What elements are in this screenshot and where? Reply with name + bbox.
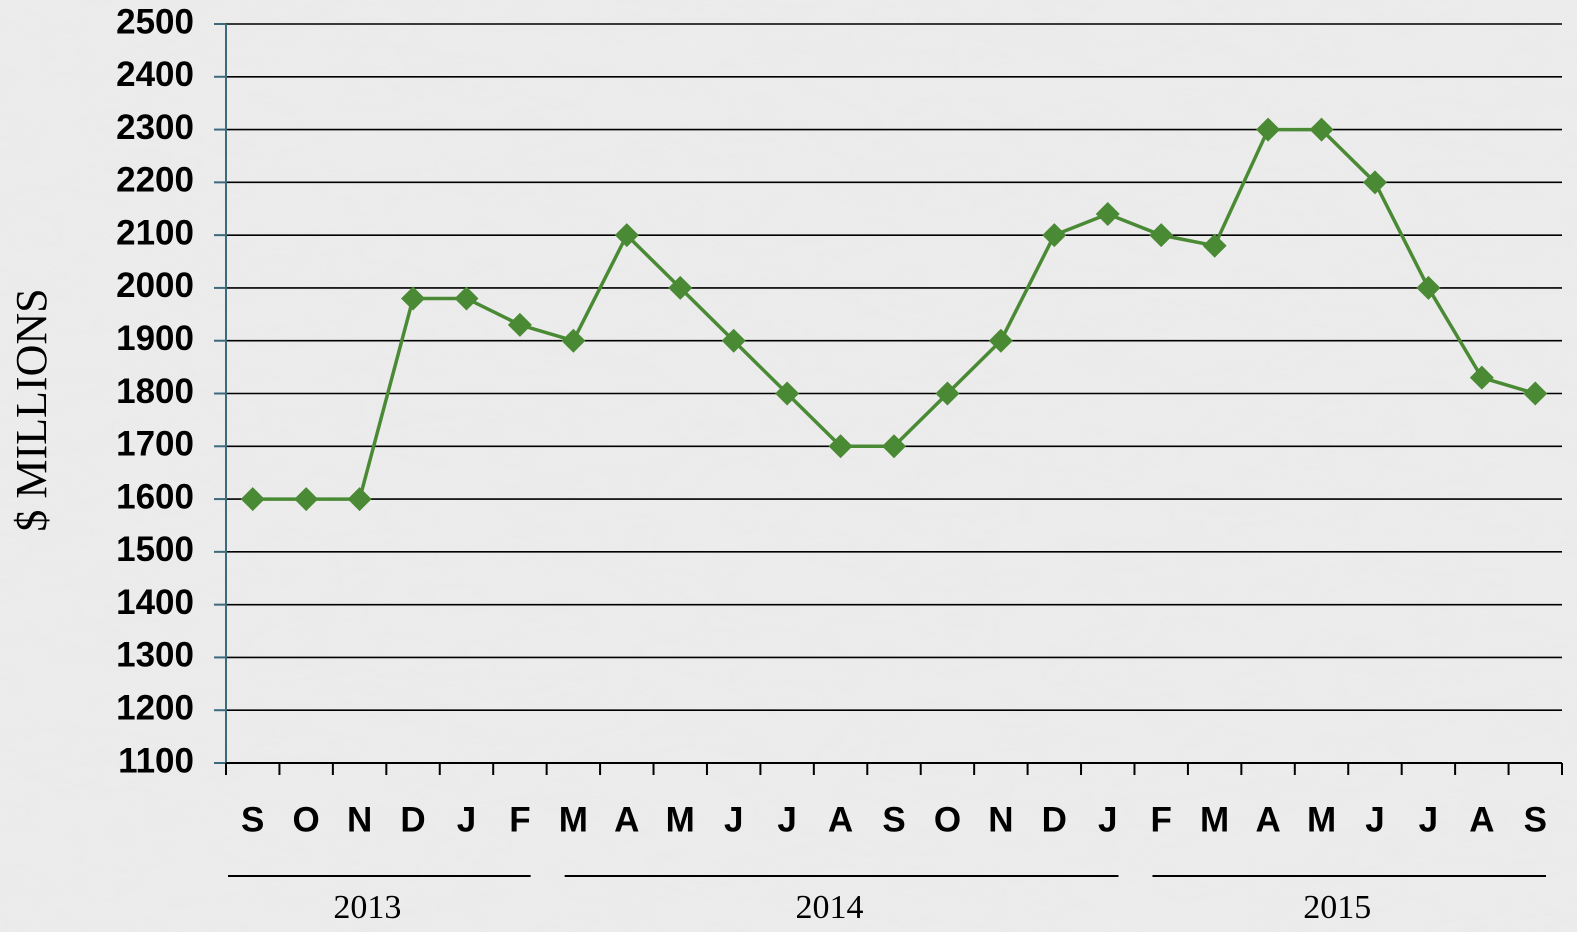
y-tick-label: 2500 xyxy=(116,2,194,41)
marker xyxy=(401,286,426,311)
x-tick-label: J xyxy=(777,800,796,839)
marker xyxy=(240,487,265,512)
x-tick-label: D xyxy=(1042,800,1067,839)
x-tick-label: S xyxy=(241,800,264,839)
marker xyxy=(1469,365,1494,390)
marker xyxy=(828,434,853,459)
x-tick-label: F xyxy=(509,800,530,839)
x-tick-label: A xyxy=(1255,800,1280,839)
x-tick-label: J xyxy=(1419,800,1438,839)
x-tick-label: S xyxy=(882,800,905,839)
year-label: 2013 xyxy=(333,889,401,926)
marker xyxy=(1416,275,1441,300)
marker xyxy=(507,312,532,337)
x-tick-label: J xyxy=(457,800,476,839)
x-tick-label: A xyxy=(614,800,639,839)
marker xyxy=(294,487,319,512)
x-tick-label: D xyxy=(400,800,425,839)
marker xyxy=(935,381,960,406)
x-tick-label: M xyxy=(666,800,695,839)
y-tick-label: 2200 xyxy=(116,161,194,200)
x-tick-label: A xyxy=(828,800,853,839)
y-tick-label: 1700 xyxy=(116,425,194,464)
y-tick-label: 2000 xyxy=(116,266,194,305)
marker xyxy=(882,434,906,459)
y-tick-label: 1300 xyxy=(116,636,194,675)
x-tick-label: F xyxy=(1151,800,1172,839)
marker xyxy=(775,381,800,406)
y-tick-label: 1600 xyxy=(116,477,194,516)
marker xyxy=(721,328,746,353)
x-tick-label: M xyxy=(1307,800,1336,839)
marker xyxy=(1256,117,1281,142)
y-tick-label: 1200 xyxy=(116,688,194,727)
x-tick-label: N xyxy=(988,800,1013,839)
marker xyxy=(454,286,479,311)
marker xyxy=(668,275,693,300)
y-tick-label: 1900 xyxy=(116,319,194,358)
x-tick-label: J xyxy=(1365,800,1384,839)
marker xyxy=(1042,223,1067,248)
x-tick-label: S xyxy=(1524,800,1547,839)
marker xyxy=(988,328,1013,353)
year-label: 2015 xyxy=(1303,889,1371,926)
marker xyxy=(1362,170,1387,195)
x-tick-label: M xyxy=(559,800,588,839)
x-tick-label: A xyxy=(1469,800,1494,839)
x-tick-label: M xyxy=(1200,800,1229,839)
marker xyxy=(1202,233,1227,258)
marker xyxy=(614,223,639,248)
y-tick-label: 1800 xyxy=(116,372,194,411)
marker xyxy=(1523,381,1548,406)
y-tick-label: 2400 xyxy=(116,55,194,94)
x-tick-label: J xyxy=(1098,800,1117,839)
y-tick-label: 2300 xyxy=(116,108,194,147)
x-tick-label: N xyxy=(347,800,372,839)
marker xyxy=(561,328,586,353)
year-label: 2014 xyxy=(796,889,864,926)
marker xyxy=(1095,202,1120,227)
x-tick-label: J xyxy=(724,800,743,839)
marker xyxy=(1149,223,1174,248)
y-axis-label: $ MILLIONS xyxy=(7,288,56,531)
x-tick-label: O xyxy=(293,800,320,839)
marker xyxy=(347,487,372,512)
y-tick-label: 2100 xyxy=(116,213,194,252)
y-tick-label: 1100 xyxy=(118,741,194,780)
marker xyxy=(1309,117,1334,142)
x-tick-label: O xyxy=(934,800,961,839)
y-tick-label: 1500 xyxy=(116,530,194,569)
y-tick-label: 1400 xyxy=(116,583,194,622)
